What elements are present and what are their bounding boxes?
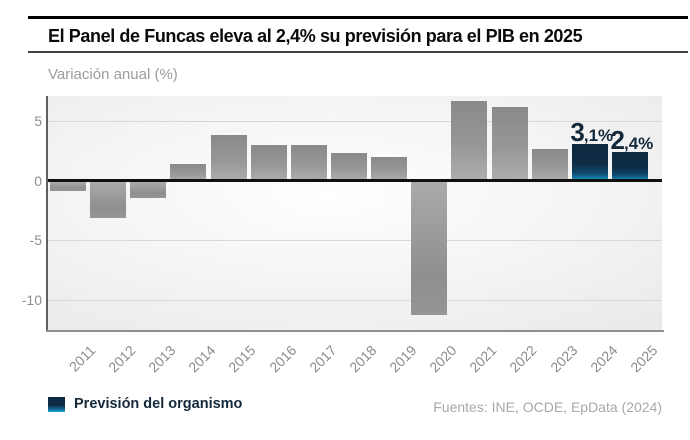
bar-2017 xyxy=(290,144,327,181)
y-tick-label--10: -10 xyxy=(21,292,42,309)
legend: Previsión del organismo xyxy=(48,396,242,412)
x-tick-label-2024: 2024 xyxy=(586,342,621,376)
x-tick-label-2011: 2011 xyxy=(65,342,99,375)
bar-2014 xyxy=(170,164,207,181)
bar-2020 xyxy=(411,181,448,316)
x-tick-label-2018: 2018 xyxy=(345,342,380,376)
x-tick-label-2016: 2016 xyxy=(265,342,300,376)
top-rule xyxy=(28,16,688,19)
forecast-value-label-2024: 3,1% xyxy=(570,116,614,147)
bar-2025 xyxy=(611,152,648,181)
x-axis-labels: 2011 2012 2013 2014 2015 2016 2017 2018 2019 2020… xyxy=(48,332,662,384)
forecast-legend-swatch xyxy=(48,396,65,412)
x-axis-baseline xyxy=(46,330,664,332)
y-axis-line xyxy=(46,96,48,332)
y-tick-label--5: -5 xyxy=(29,232,42,249)
bar-2015 xyxy=(210,135,247,181)
chart-units-label: Variación anual (%) xyxy=(48,66,178,83)
bar-2023 xyxy=(531,148,568,181)
x-tick-label-2015: 2015 xyxy=(225,342,259,376)
source-attribution: Fuentes: INE, OCDE, EpData (2024) xyxy=(433,399,662,415)
x-tick-label-2023: 2023 xyxy=(546,342,580,376)
x-tick-label-2012: 2012 xyxy=(105,342,139,376)
bar-2016 xyxy=(250,144,287,181)
bar-2013 xyxy=(130,181,167,199)
y-tick-label-5: 5 xyxy=(34,113,42,130)
x-tick-label-2022: 2022 xyxy=(506,342,540,376)
zero-axis-line xyxy=(48,179,662,183)
x-tick-label-2025: 2025 xyxy=(626,342,661,376)
plot-area: 3,1% 2,4% xyxy=(48,96,662,330)
gridline-5 xyxy=(48,120,662,122)
x-tick-label-2013: 2013 xyxy=(145,342,179,376)
title-underline xyxy=(28,51,688,53)
x-tick-label-2019: 2019 xyxy=(386,342,420,376)
gridline--5 xyxy=(48,239,662,241)
gridline--10 xyxy=(48,299,662,301)
bar-2019 xyxy=(371,156,408,181)
chart-title: El Panel de Funcas eleva al 2,4% su prev… xyxy=(48,26,583,46)
bar-2018 xyxy=(331,153,367,181)
bar-2024 xyxy=(571,143,608,181)
legend-label: Previsión del organismo xyxy=(74,396,243,412)
forecast-value-label-2025: 2,4% xyxy=(610,125,654,156)
x-tick-label-2014: 2014 xyxy=(185,342,219,376)
bar-2012 xyxy=(90,181,127,218)
bar-2021 xyxy=(451,100,488,181)
bar-2011 xyxy=(50,181,87,192)
x-tick-label-2021: 2021 xyxy=(466,342,500,376)
y-axis-labels: 5 0 -5 -10 xyxy=(0,96,42,330)
y-tick-label-0: 0 xyxy=(34,172,42,189)
bar-2022 xyxy=(491,106,528,181)
x-tick-label-2020: 2020 xyxy=(426,342,460,376)
x-tick-label-2017: 2017 xyxy=(305,342,340,376)
